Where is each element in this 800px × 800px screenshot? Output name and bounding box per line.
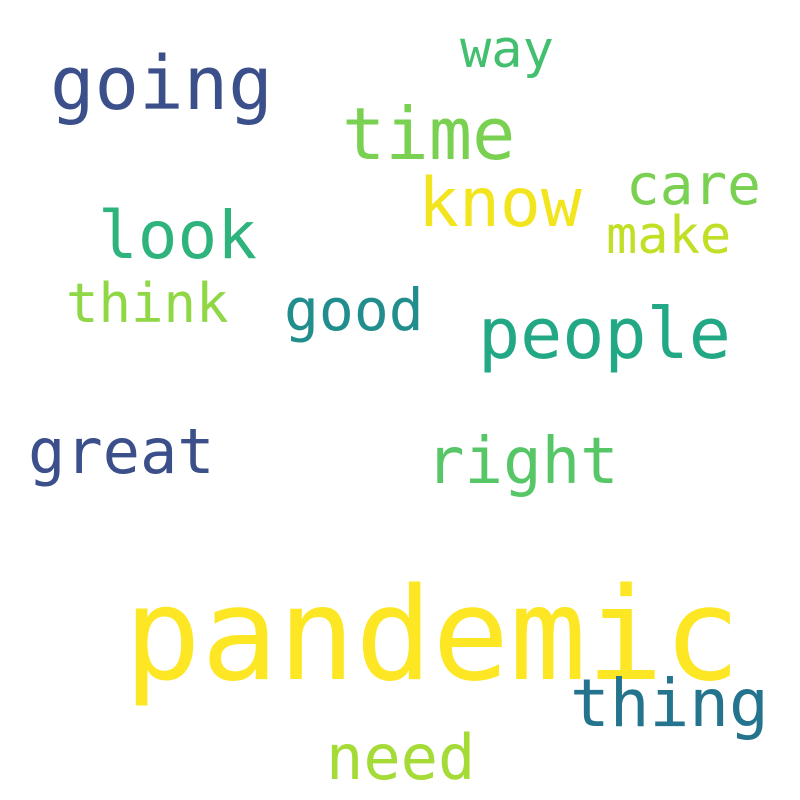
word-way: way	[460, 20, 554, 80]
word-think: think	[66, 272, 229, 335]
word-great: great	[28, 415, 215, 488]
word-thing: thing	[570, 665, 769, 742]
word-right: right	[426, 425, 619, 499]
word-look: look	[98, 197, 257, 274]
word-care: care	[626, 153, 761, 218]
word-know: know	[418, 164, 582, 243]
word-going: going	[50, 41, 273, 127]
word-people: people	[478, 293, 731, 375]
word-time: time	[342, 92, 516, 176]
word-good: good	[284, 276, 424, 344]
word-make: make	[606, 206, 732, 266]
word-need: need	[326, 721, 476, 794]
word-pandemic: pandemic	[124, 561, 741, 710]
